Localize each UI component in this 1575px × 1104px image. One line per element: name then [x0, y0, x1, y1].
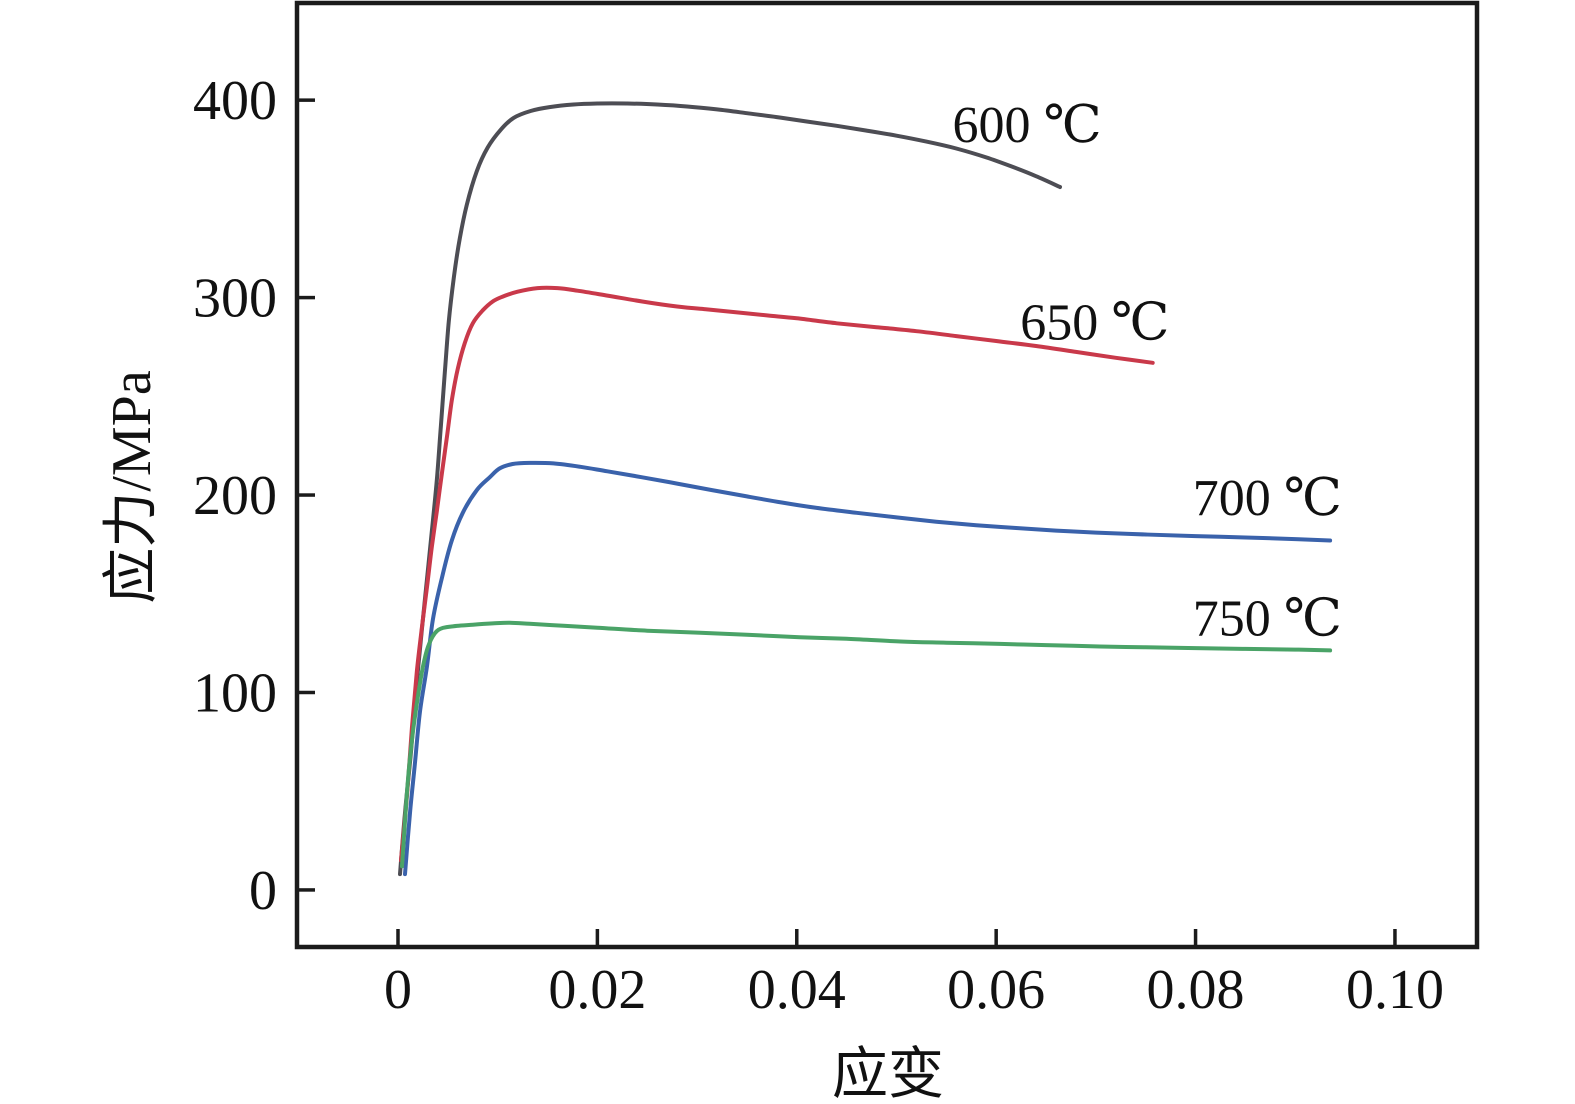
x-tick-label: 0.06 [947, 959, 1045, 1021]
y-tick-label: 400 [193, 70, 277, 132]
x-tick-label: 0.08 [1147, 959, 1245, 1021]
plot-frame-group [294, 0, 1480, 950]
x-tick-label: 0.10 [1346, 959, 1444, 1021]
y-tick-label: 0 [249, 860, 277, 922]
y-tick-label: 200 [193, 465, 277, 527]
annotation-750C: 750 ℃ [1193, 590, 1342, 647]
curve-650C [399, 285, 1155, 863]
axis-ticks-group: 0 0.02 0.04 0.06 0.08 0.10 0 100 200 300 400 [193, 70, 1444, 1021]
x-tick-label: 0.04 [748, 959, 846, 1021]
annotation-600C: 600 ℃ [952, 97, 1101, 154]
x-tick-label: 0 [384, 959, 412, 1021]
x-axis-title: 应变 [832, 1044, 944, 1104]
y-axis-title: 应力/MPa [101, 370, 163, 603]
y-tick-label: 300 [193, 268, 277, 330]
x-tick-label: 0.02 [548, 959, 646, 1021]
series-curves-group [398, 101, 1333, 877]
curve-annotations-group: 600 ℃ 650 ℃ 700 ℃ 750 ℃ [952, 97, 1341, 648]
annotation-700C: 700 ℃ [1193, 470, 1342, 527]
plot-frame [294, 0, 1480, 950]
curve-600C [398, 101, 1062, 877]
y-tick-label: 100 [193, 662, 277, 724]
curve-700C [403, 460, 1333, 877]
curve-750C [400, 620, 1333, 869]
annotation-650C: 650 ℃ [1020, 294, 1169, 351]
